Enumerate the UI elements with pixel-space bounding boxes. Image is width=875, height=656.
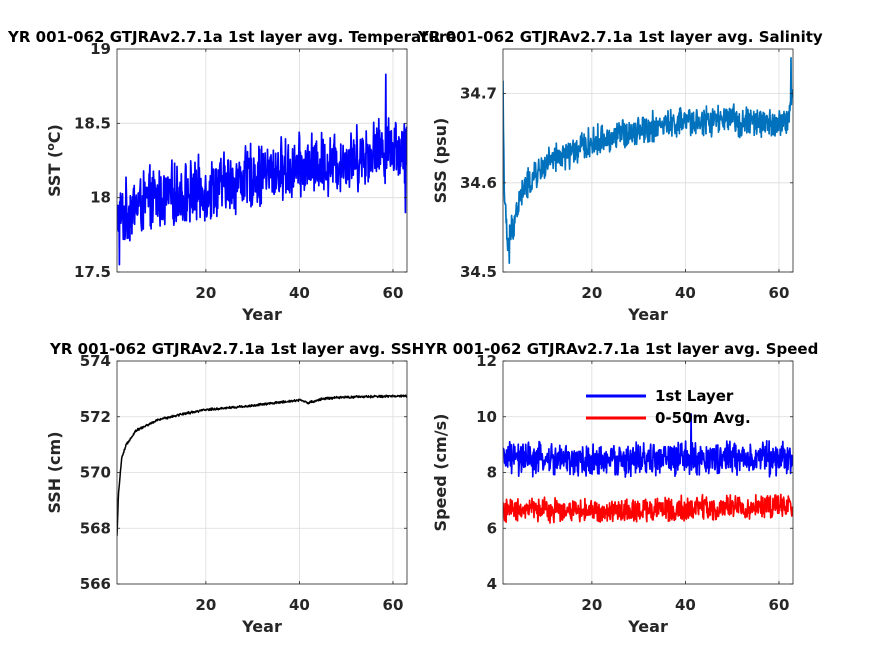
y-tick-label: 4 bbox=[487, 575, 497, 593]
x-tick-label: 60 bbox=[769, 284, 790, 302]
y-tick-label: 572 bbox=[80, 408, 111, 426]
y-tick-label: 17.5 bbox=[74, 263, 111, 281]
x-tick-label: 20 bbox=[581, 596, 602, 614]
y-tick-label: 566 bbox=[80, 575, 111, 593]
x-axis-label: Year bbox=[241, 617, 282, 636]
x-tick-label: 20 bbox=[195, 596, 216, 614]
x-tick-label: 20 bbox=[195, 284, 216, 302]
series-line-1 bbox=[503, 57, 793, 264]
y-tick-label: 574 bbox=[80, 352, 111, 370]
chart-panel-2: 20 40 60 34.5 34.6 34.7 Year SSS (psu) YR 001-06… bbox=[417, 28, 823, 324]
legend-label: 1st Layer bbox=[655, 387, 734, 405]
y-tick-label: 570 bbox=[80, 464, 111, 482]
series-line-0-50m-avg- bbox=[503, 493, 793, 524]
x-tick-label: 20 bbox=[581, 284, 602, 302]
chart-panel-4: 20 40 60 4 6 8 10 12 Year Speed (cm/s) YR 001-062 … bbox=[424, 340, 818, 636]
x-axis-label: Year bbox=[627, 617, 668, 636]
y-tick-label: 8 bbox=[487, 464, 497, 482]
y-tick-label: 19 bbox=[90, 40, 111, 58]
y-axis-label: Speed (cm/s) bbox=[431, 414, 450, 532]
x-tick-label: 60 bbox=[769, 596, 790, 614]
y-axis-label: SSH (cm) bbox=[45, 431, 64, 513]
x-tick-label: 40 bbox=[675, 284, 696, 302]
x-tick-label: 40 bbox=[675, 596, 696, 614]
x-axis-label: Year bbox=[241, 305, 282, 324]
y-tick-label: 34.5 bbox=[460, 263, 497, 281]
series-line-1 bbox=[117, 394, 407, 536]
x-tick-label: 40 bbox=[289, 284, 310, 302]
chart-title: YR 001-062 GTJRAv2.7.1a 1st layer avg. T… bbox=[7, 28, 457, 46]
y-tick-label: 34.6 bbox=[460, 174, 497, 192]
y-axis-label: SST (oC) bbox=[44, 124, 64, 197]
chart-title: YR 001-062 GTJRAv2.7.1a 1st layer avg. S… bbox=[417, 28, 823, 46]
y-tick-label: 10 bbox=[476, 408, 497, 426]
y-tick-label: 18.5 bbox=[74, 114, 111, 132]
x-tick-label: 60 bbox=[383, 284, 404, 302]
x-tick-label: 40 bbox=[289, 596, 310, 614]
y-tick-label: 6 bbox=[487, 519, 497, 537]
chart-panel-3: 20 40 60 566 568 570 572 574 Year SSH (cm) YR 001-… bbox=[45, 340, 424, 636]
y-tick-label: 568 bbox=[80, 519, 111, 537]
y-tick-label: 18 bbox=[90, 189, 111, 207]
axes-box bbox=[502, 48, 794, 273]
x-tick-label: 60 bbox=[383, 596, 404, 614]
y-tick-label: 34.7 bbox=[460, 85, 497, 103]
x-axis-label: Year bbox=[627, 305, 668, 324]
y-tick-label: 12 bbox=[476, 352, 497, 370]
legend-label: 0-50m Avg. bbox=[655, 409, 751, 427]
axes-box bbox=[116, 48, 408, 273]
chart-title: YR 001-062 GTJRAv2.7.1a 1st layer avg. S… bbox=[424, 340, 818, 358]
y-axis-label: SSS (psu) bbox=[431, 118, 450, 204]
series-line-1st-layer bbox=[503, 413, 793, 478]
chart-title: YR 001-062 GTJRAv2.7.1a 1st layer avg. S… bbox=[49, 340, 424, 358]
chart-panel-1: 20 40 60 17.5 18 18.5 19 Year SST (oC) YR 001-062… bbox=[7, 28, 457, 324]
series-line-1 bbox=[117, 73, 407, 266]
legend: 1st Layer 0-50m Avg. bbox=[586, 387, 751, 427]
